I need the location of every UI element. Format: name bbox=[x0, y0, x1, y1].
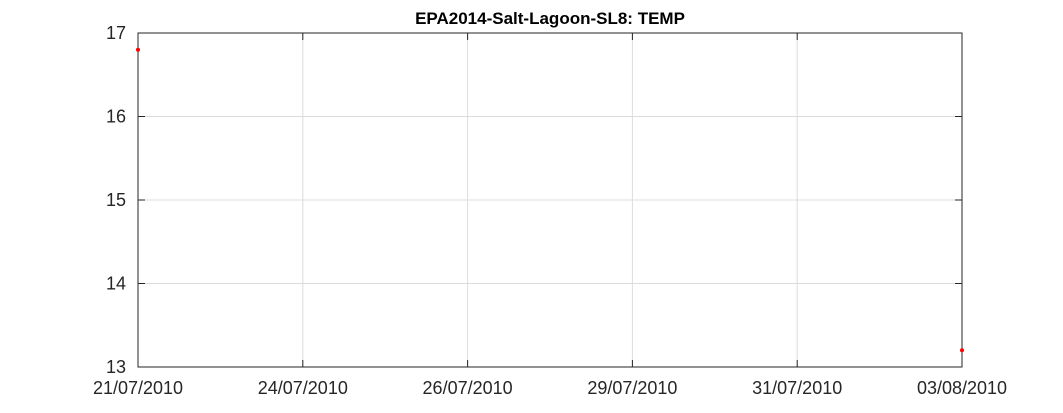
x-tick-labels: 21/07/2010 24/07/2010 26/07/2010 29/07/2010… bbox=[93, 378, 1007, 398]
x-tick-label: 03/08/2010 bbox=[917, 378, 1007, 398]
y-tick-label: 13 bbox=[106, 357, 126, 377]
data-point bbox=[136, 47, 140, 52]
y-tick-label: 16 bbox=[106, 107, 126, 127]
data-point bbox=[960, 348, 964, 353]
x-tick-label: 24/07/2010 bbox=[258, 378, 348, 398]
tick-marks bbox=[137, 32, 963, 368]
x-tick-label: 26/07/2010 bbox=[423, 378, 513, 398]
x-tick-label: 31/07/2010 bbox=[752, 378, 842, 398]
grid bbox=[138, 33, 962, 367]
y-tick-labels: 13 14 15 16 17 bbox=[106, 23, 126, 377]
y-tick-label: 14 bbox=[106, 274, 126, 294]
x-tick-label: 21/07/2010 bbox=[93, 378, 183, 398]
y-tick-label: 17 bbox=[106, 23, 126, 43]
x-tick-label: 29/07/2010 bbox=[587, 378, 677, 398]
chart-title: EPA2014-Salt-Lagoon-SL8: TEMP bbox=[415, 9, 685, 28]
y-tick-label: 15 bbox=[106, 190, 126, 210]
data-points bbox=[136, 47, 964, 353]
